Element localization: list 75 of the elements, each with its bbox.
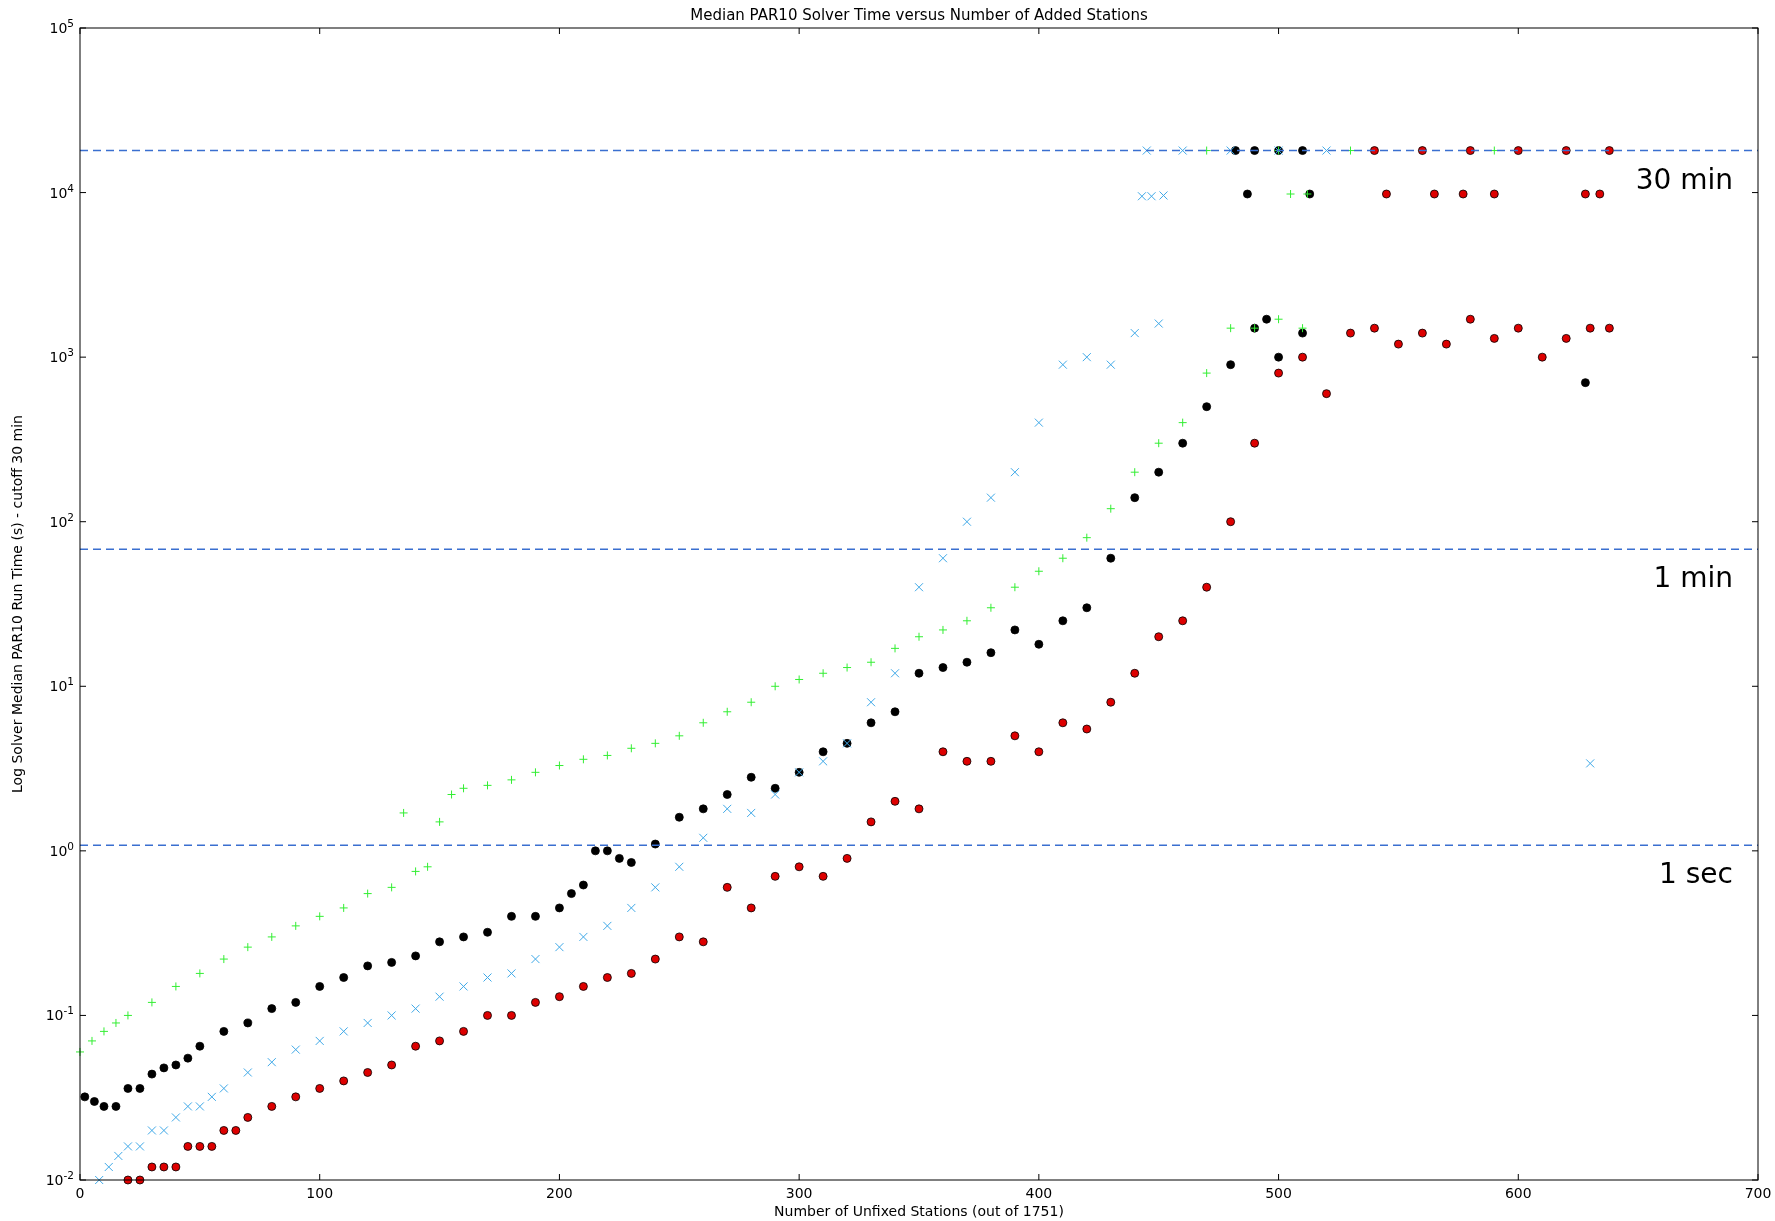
- point: [291, 1045, 301, 1055]
- point: [135, 1141, 145, 1151]
- point: [363, 1018, 373, 1028]
- point: [1154, 319, 1164, 329]
- x-tick-label: 600: [1504, 1185, 1532, 1201]
- y-tick-label: 10$^{4}$: [49, 181, 75, 201]
- point: [866, 697, 876, 707]
- point: [818, 756, 828, 766]
- point: [1130, 328, 1140, 338]
- point: [104, 1162, 114, 1172]
- y-tick-label: 10$^{3}$: [49, 346, 74, 366]
- point: [195, 1101, 205, 1111]
- point: [914, 582, 924, 592]
- point: [554, 942, 564, 952]
- ref-line-label: 1 min: [1653, 561, 1733, 595]
- point: [578, 932, 588, 942]
- x-tick-label: 400: [1025, 1185, 1053, 1201]
- point: [411, 1004, 421, 1014]
- chart-title: Median PAR10 Solver Time versus Number of Added Stations: [690, 6, 1148, 24]
- point: [1226, 146, 1236, 156]
- point: [722, 804, 732, 814]
- ref-line-label: 30 min: [1635, 162, 1733, 196]
- x-tick-label: 300: [785, 1185, 813, 1201]
- x-tick-label: 0: [75, 1185, 85, 1201]
- ref-line-label: 1 sec: [1659, 857, 1733, 891]
- point: [183, 1101, 193, 1111]
- point: [159, 1125, 169, 1135]
- point: [746, 808, 756, 818]
- point: [459, 981, 469, 991]
- point: [147, 1125, 157, 1135]
- point: [435, 992, 445, 1002]
- point: [626, 903, 636, 913]
- y-tick-label: 10$^{1}$: [49, 675, 74, 695]
- y-axis-title: Log Solver Median PAR10 Run Time (s) - cutoff 30 min: [9, 415, 25, 793]
- point: [1106, 360, 1116, 370]
- point: [1322, 146, 1332, 156]
- point: [315, 1036, 325, 1046]
- point: [986, 493, 996, 503]
- point: [387, 1010, 397, 1020]
- point: [530, 954, 540, 964]
- x-tick-label: 500: [1265, 1185, 1292, 1201]
- point: [219, 1083, 229, 1093]
- point: [1058, 360, 1068, 370]
- point: [123, 1141, 133, 1151]
- point: [938, 553, 948, 563]
- y-tick-label: 10$^{-1}$: [45, 1004, 74, 1024]
- y-tick-label: 10$^{5}$: [49, 17, 74, 36]
- point: [1010, 467, 1020, 477]
- x-tick-label: 100: [306, 1185, 334, 1201]
- point: [1142, 146, 1152, 156]
- point: [267, 1057, 277, 1067]
- point: [339, 1026, 349, 1036]
- point: [1178, 146, 1188, 156]
- point: [1082, 352, 1092, 362]
- point: [94, 1175, 104, 1185]
- y-tick-label: 10$^{2}$: [49, 510, 74, 530]
- point: [962, 517, 972, 527]
- point: [207, 1092, 217, 1102]
- x-tick-label: 200: [546, 1185, 573, 1201]
- point: [1034, 418, 1044, 428]
- point: [674, 862, 684, 872]
- point: [506, 968, 516, 978]
- y-tick-label: 10$^{-2}$: [45, 1169, 74, 1188]
- point: [243, 1068, 253, 1077]
- x-axis-title: Number of Unfixed Stations (out of 1751): [774, 1203, 1064, 1219]
- point: [171, 1112, 181, 1122]
- point: [650, 882, 660, 892]
- point: [1585, 758, 1595, 768]
- x-tick-label: 700: [1744, 1185, 1772, 1201]
- y-tick-label: 10$^{0}$: [49, 839, 74, 859]
- point: [698, 833, 708, 843]
- point: [602, 921, 612, 931]
- point: [890, 668, 900, 678]
- point: [113, 1151, 123, 1161]
- point: [770, 790, 780, 799]
